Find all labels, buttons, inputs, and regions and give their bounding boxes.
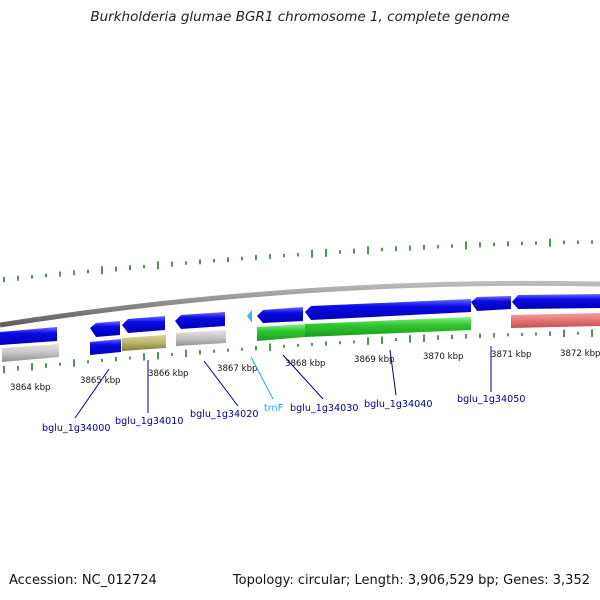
gene-label-trnf[interactable]: trnF xyxy=(264,403,283,414)
tick-label: 3868 kbp xyxy=(285,359,326,369)
cds-feature[interactable] xyxy=(512,294,600,309)
rrna-feature[interactable] xyxy=(305,317,471,337)
map-title: Burkholderia glumae BGR1 chromosome 1, c… xyxy=(90,9,510,25)
tick-label: 3870 kbp xyxy=(423,352,464,362)
cds-features-row-1 xyxy=(0,294,600,345)
tick-label: 3866 kbp xyxy=(148,369,189,379)
gene-label-bglu-1g34000[interactable]: bglu_1g34000 xyxy=(42,423,110,434)
scale-labels: 3864 kbp 3865 kbp 3866 kbp 3867 kbp 3868… xyxy=(10,349,600,393)
tick-label: 3872 kbp xyxy=(560,349,600,359)
gene-label-bglu-1g34040[interactable]: bglu_1g34040 xyxy=(364,399,432,410)
gene-label-bglu-1g34010[interactable]: bglu_1g34010 xyxy=(115,416,183,427)
tick-label: 3867 kbp xyxy=(217,364,258,374)
cds-feature[interactable] xyxy=(90,339,121,355)
tick-label: 3871 kbp xyxy=(491,350,532,360)
cds-feature[interactable] xyxy=(175,312,225,329)
cds-feature[interactable] xyxy=(0,327,57,345)
tick-label: 3864 kbp xyxy=(10,383,51,393)
gene-label-bglu-1g34020[interactable]: bglu_1g34020 xyxy=(190,409,258,420)
topology-text: Topology: circular; Length: 3,906,529 bp… xyxy=(232,573,590,588)
tick-label: 3869 kbp xyxy=(354,355,395,365)
cds-feature[interactable] xyxy=(471,296,511,311)
cds-feature[interactable] xyxy=(90,321,120,337)
gene-labels: bglu_1g34000 bglu_1g34010 bglu_1g34020 t… xyxy=(42,394,525,434)
features-row-2 xyxy=(2,313,600,362)
trna-feature[interactable] xyxy=(247,310,252,323)
rrna-feature[interactable] xyxy=(257,324,305,341)
accession-text: Accession: NC_012724 xyxy=(9,573,157,588)
gene-label-bglu-1g34030[interactable]: bglu_1g34030 xyxy=(290,403,358,414)
olive-feature[interactable] xyxy=(122,335,166,351)
pink-feature[interactable] xyxy=(511,313,600,328)
cds-feature[interactable] xyxy=(257,307,303,323)
gc-skew-outer-ring xyxy=(3,238,593,283)
gc-skew-inner-ring xyxy=(3,329,593,374)
cds-feature[interactable] xyxy=(305,299,471,320)
gene-label-bglu-1g34050[interactable]: bglu_1g34050 xyxy=(457,394,525,405)
gray-feature[interactable] xyxy=(2,344,59,362)
gray-feature[interactable] xyxy=(176,330,226,346)
cds-feature[interactable] xyxy=(122,316,165,333)
gene-leader-lines xyxy=(74,346,492,419)
chromosome-backbone xyxy=(0,280,600,328)
